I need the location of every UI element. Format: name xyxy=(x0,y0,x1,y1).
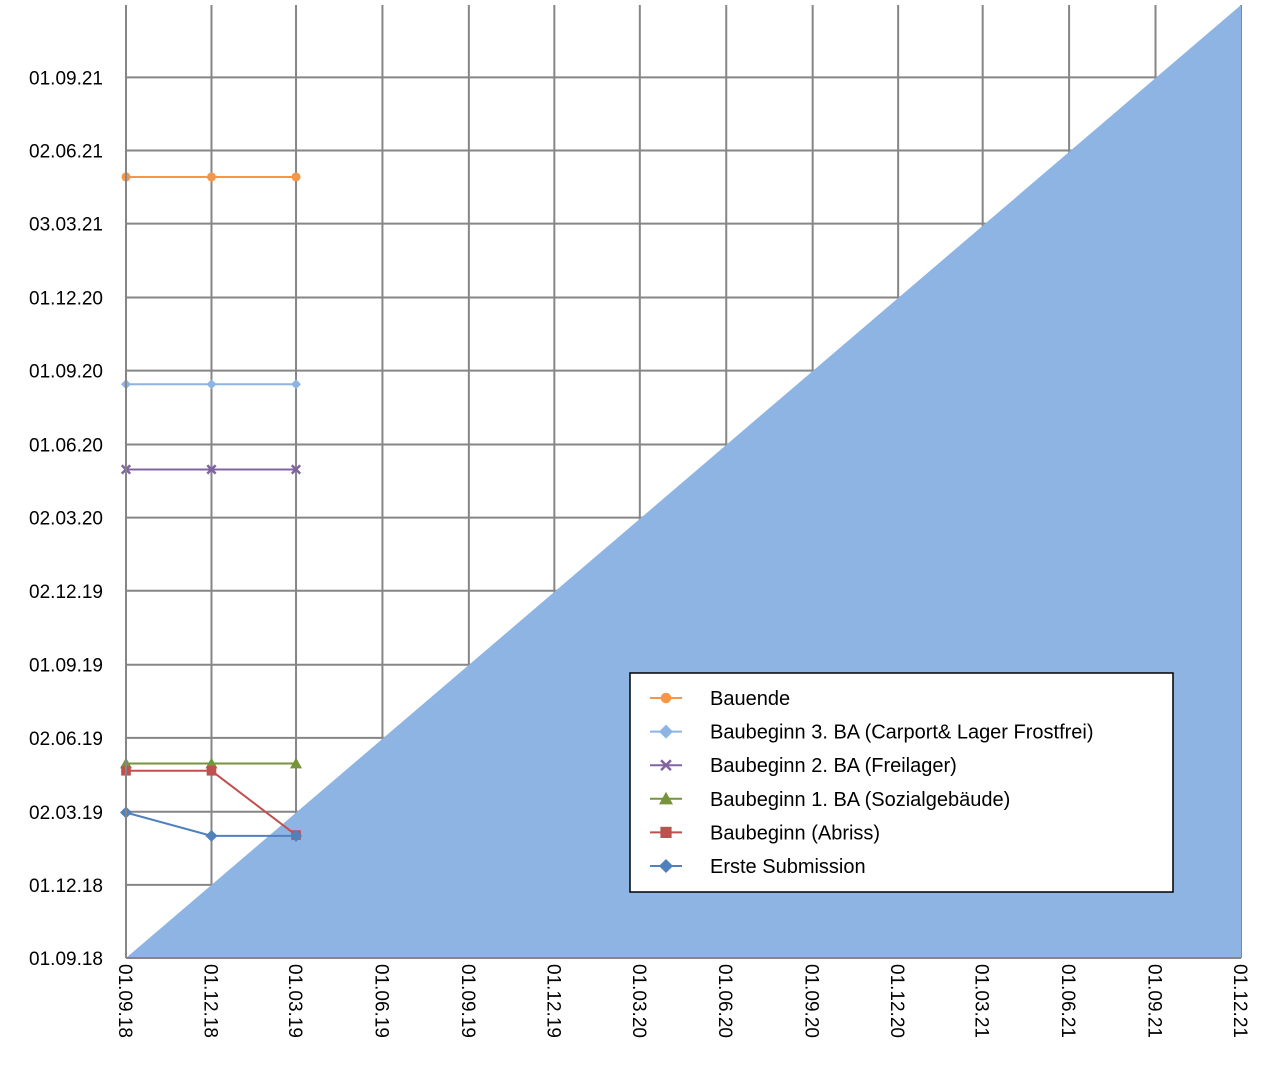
marker-triangle xyxy=(659,791,673,805)
x-tick-label: 01.09.18 xyxy=(114,964,135,1038)
marker-x-stroke xyxy=(660,759,672,771)
marker-circle xyxy=(660,692,672,704)
y-tick-label: 01.09.19 xyxy=(29,656,103,677)
axes: 01.09.18 01.12.18 01.03.19 01.06.19 01.09.19… xyxy=(29,5,1250,1038)
y-tick-label: 01.12.18 xyxy=(29,876,103,897)
series xyxy=(121,172,301,182)
marker-x-stroke xyxy=(206,464,217,475)
x-tick-label: 01.12.19 xyxy=(542,964,563,1038)
legend: Bauende Baubeginn 3. BA (Carport& Lager F… xyxy=(629,672,1174,893)
marker-circle xyxy=(291,172,301,182)
x-tick-label: 01.06.19 xyxy=(370,964,391,1038)
x-tick-label: 01.03.19 xyxy=(284,964,305,1038)
y-tick-label: 01.06.20 xyxy=(29,436,103,457)
marker-x xyxy=(206,464,217,475)
legend-item: Baubeginn 2. BA (Freilager) xyxy=(650,755,957,777)
legend-item: Baubeginn 1. BA (Sozialgebäude) xyxy=(650,789,1010,811)
x-tick-label: 01.12.18 xyxy=(199,964,220,1038)
x-tick-label: 01.06.20 xyxy=(714,964,735,1038)
marker-x-stroke xyxy=(290,464,302,475)
marker-square xyxy=(660,826,672,838)
legend-label: Bauende xyxy=(710,688,790,710)
x-tick-label: 01.09.21 xyxy=(1144,964,1165,1038)
legend-label: Baubeginn 1. BA (Sozialgebäude) xyxy=(710,789,1010,811)
y-tick-label: 02.03.19 xyxy=(29,803,103,824)
legend-item: Bauende xyxy=(650,688,790,710)
legend-box xyxy=(629,672,1174,893)
x-tick-label: 01.12.21 xyxy=(1229,964,1250,1038)
x-tick-label: 01.03.20 xyxy=(628,964,649,1038)
marker-diamond xyxy=(659,724,673,739)
legend-label: Baubeginn 3. BA (Carport& Lager Frostfre… xyxy=(710,722,1094,744)
y-tick-label: 01.09.21 xyxy=(29,68,103,89)
marker-diamond xyxy=(291,379,302,390)
y-tick-label: 02.03.20 xyxy=(29,509,103,530)
y-tick-label: 01.09.18 xyxy=(29,949,103,970)
y-tick-label: 01.12.20 xyxy=(29,288,103,309)
marker-diamond xyxy=(290,829,303,842)
marker-circle xyxy=(206,172,216,182)
legend-label: Baubeginn 2. BA (Freilager) xyxy=(710,755,957,777)
legend-label: Baubeginn (Abriss) xyxy=(710,822,880,844)
y-tick-label: 02.06.21 xyxy=(29,141,103,162)
legend-label: Erste Submission xyxy=(710,856,866,878)
y-tick-label: 01.09.20 xyxy=(29,362,103,383)
marker-x xyxy=(660,759,672,771)
legend-item: Baubeginn (Abriss) xyxy=(650,822,880,844)
y-tick-label: 02.06.19 xyxy=(29,729,103,750)
marker-diamond xyxy=(659,859,673,873)
marker-x xyxy=(290,464,302,475)
x-tick-label: 01.09.20 xyxy=(801,964,822,1038)
y-tick-label: 02.12.19 xyxy=(29,582,103,603)
marker-triangle xyxy=(290,757,303,769)
series-group xyxy=(120,172,303,842)
series xyxy=(121,379,302,390)
marker-square xyxy=(206,765,217,776)
x-tick-label: 01.12.20 xyxy=(886,964,907,1038)
x-tick-label: 01.06.21 xyxy=(1057,964,1078,1038)
marker-triangle xyxy=(205,757,218,769)
series xyxy=(120,806,303,842)
x-tick-label: 01.09.19 xyxy=(457,964,478,1038)
legend-item: Baubeginn 3. BA (Carport& Lager Frostfre… xyxy=(650,722,1094,744)
y-tick-label: 03.03.21 xyxy=(29,215,103,236)
x-tick-label: 01.03.21 xyxy=(971,964,992,1038)
series xyxy=(120,464,302,475)
legend-item: Erste Submission xyxy=(650,856,866,878)
marker-diamond xyxy=(206,379,217,390)
marker-diamond xyxy=(205,829,218,842)
